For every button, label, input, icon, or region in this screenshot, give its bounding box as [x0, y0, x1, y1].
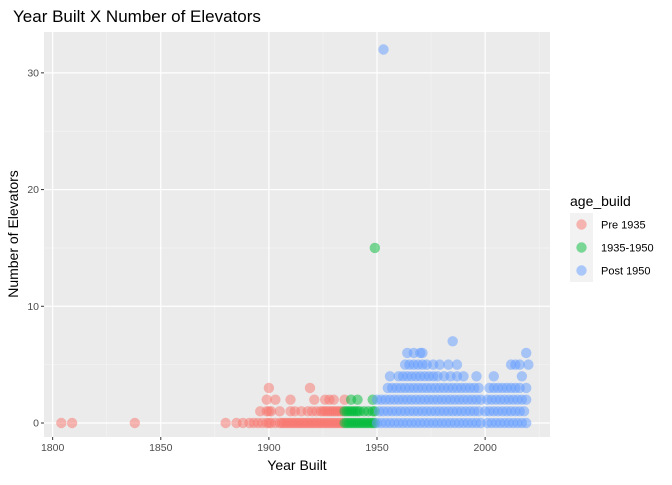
plot-panel — [44, 32, 550, 437]
data-point — [417, 347, 428, 359]
chart-title: Year Built X Number of Elevators — [13, 7, 261, 26]
legend-marker — [576, 242, 587, 253]
legend-label: 1935-1950 — [601, 243, 654, 255]
legend-label: Post 1950 — [601, 266, 651, 278]
data-point — [304, 382, 316, 394]
x-tick-label: 1800 — [41, 442, 65, 454]
legend-marker — [576, 265, 587, 276]
data-point — [443, 359, 454, 370]
x-axis-ticks: 1800 1850 1900 1950 2000 — [41, 437, 497, 454]
data-point — [384, 371, 396, 382]
data-point — [514, 359, 525, 370]
legend-marker — [576, 219, 587, 230]
data-point — [309, 394, 320, 405]
data-point — [521, 417, 532, 429]
data-point — [471, 371, 482, 382]
x-tick-label: 1850 — [149, 442, 173, 454]
data-point — [285, 394, 296, 405]
data-point — [447, 336, 458, 347]
data-point — [458, 371, 469, 382]
data-points — [56, 44, 534, 429]
y-axis-label: Number of Elevators — [5, 170, 21, 298]
x-tick-label: 1950 — [365, 442, 389, 454]
data-point — [220, 417, 231, 429]
legend-entries: Pre 1935 1935-1950 Post 1950 — [570, 213, 654, 282]
data-point — [270, 394, 281, 405]
legend: age_build Pre 1935 1935-1950 Post 1950 — [570, 193, 654, 282]
y-axis-ticks: 0 10 20 30 — [27, 67, 44, 429]
y-tick-label: 10 — [27, 301, 39, 313]
data-point — [274, 406, 285, 417]
data-point — [378, 44, 389, 55]
legend-title: age_build — [570, 193, 631, 209]
data-point — [263, 382, 275, 394]
data-point — [56, 417, 67, 429]
data-point — [129, 417, 141, 429]
data-point — [488, 371, 499, 382]
x-axis-label: Year Built — [267, 457, 327, 473]
data-point — [265, 406, 277, 417]
data-point — [451, 359, 463, 370]
data-point — [521, 347, 532, 359]
data-point — [369, 242, 381, 254]
data-point — [261, 394, 272, 405]
data-point — [516, 371, 528, 382]
data-point — [521, 382, 532, 394]
y-tick-label: 0 — [33, 417, 39, 429]
data-point — [521, 394, 532, 405]
y-tick-label: 20 — [27, 184, 39, 196]
data-point — [523, 359, 534, 370]
data-point — [434, 359, 445, 370]
data-point — [328, 394, 339, 405]
data-point — [352, 394, 363, 405]
legend-label: Pre 1935 — [601, 220, 646, 232]
x-tick-label: 1900 — [257, 442, 281, 454]
data-point — [473, 382, 484, 394]
data-point — [518, 406, 530, 417]
data-point — [66, 417, 78, 429]
grid-minor — [44, 32, 550, 437]
x-tick-label: 2000 — [473, 442, 497, 454]
y-tick-label: 30 — [27, 67, 39, 79]
